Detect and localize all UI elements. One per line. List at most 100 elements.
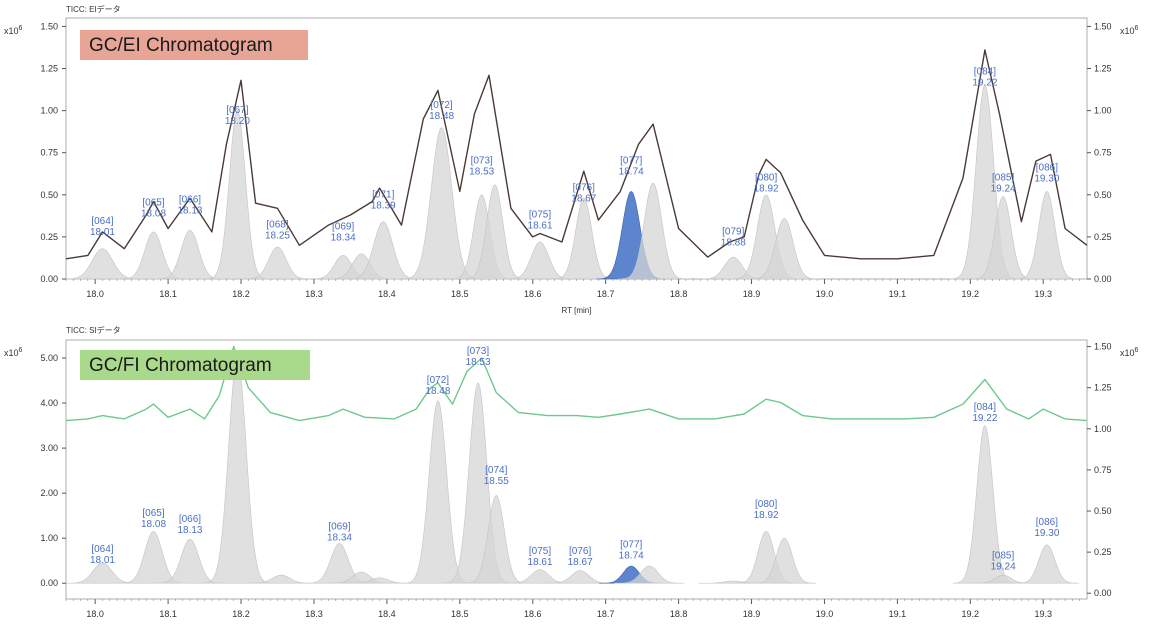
x-tick-label: 18.0 — [86, 609, 104, 619]
y-tick-label: 0.00 — [40, 274, 58, 284]
peak-label-id: [064] — [91, 216, 113, 227]
left-y-axis: 0.00 0.25 0.50 0.75 1.00 1.25 1.50 x106 — [4, 21, 66, 284]
peak-label-id: [075] — [529, 209, 551, 220]
peak-078 — [618, 182, 689, 280]
y-tick-label: 0.25 — [40, 232, 58, 242]
peak-label-rt: 18.74 — [619, 167, 644, 178]
peak-label-id: [072] — [430, 100, 452, 111]
x-tick-label: 19.1 — [889, 289, 907, 299]
x-tick-label: 19.0 — [816, 289, 834, 299]
peak-label-id: [065] — [142, 508, 164, 519]
fi-panel: TICC: SIデータ[064]18.01[065]18.08 [066]18.1… — [4, 325, 1139, 619]
peak-label-rt: 18.92 — [754, 183, 779, 194]
x-tick-label: 18.6 — [524, 609, 542, 619]
x-tick-label: 18.0 — [86, 289, 104, 299]
peak-086 — [1014, 191, 1079, 280]
peak-label-rt: 18.01 — [90, 555, 115, 566]
peak-label-id: [079] — [722, 226, 744, 237]
tic-trace-line — [65, 345, 1088, 422]
peak-label-rt: 18.01 — [90, 227, 115, 238]
peak-label-rt: 19.24 — [991, 183, 1016, 194]
peak-067 — [202, 357, 273, 584]
peak-label-rt: 18.20 — [225, 116, 250, 127]
y-tick-label: 1.00 — [40, 106, 58, 116]
peak-label-id: [069] — [328, 521, 350, 532]
peak-label-rt: 18.67 — [568, 557, 593, 568]
peak-label-id: [086] — [1036, 162, 1058, 173]
peak-064 — [61, 248, 144, 280]
peak-label-rt: 18.13 — [177, 525, 202, 536]
peak-label-rt: 18.08 — [141, 209, 166, 220]
x-tick-label: 18.9 — [743, 289, 761, 299]
x-tick-label: 18.4 — [378, 289, 396, 299]
right-axis-exponent: x106 — [1120, 25, 1139, 36]
peak-label-id: [066] — [179, 514, 201, 525]
peak-label-rt: 18.48 — [429, 111, 454, 122]
peak-label-rt: 18.34 — [331, 232, 356, 243]
peak-label-id: [072] — [427, 375, 449, 386]
x-tick-label: 18.3 — [305, 289, 323, 299]
right-axis-exponent: x106 — [1120, 347, 1139, 358]
x-tick-label: 19.3 — [1034, 609, 1052, 619]
peak-label-rt: 19.22 — [972, 413, 997, 424]
y-tick-label: 4.00 — [40, 398, 58, 408]
peak-label-id: [085] — [992, 172, 1014, 183]
x-axis: 18.0 18.1 18.2 18.3 18.4 18.5 18.6 18.7 18.8 18.9… — [65, 279, 1080, 315]
peak-label-rt: 18.39 — [371, 200, 396, 211]
x-tick-label: 18.2 — [232, 609, 250, 619]
peak-labels: [064]18.01 [065]18.08 [066]18.13 [069]18.34… — [90, 346, 1060, 573]
y-tick-label: 0.00 — [40, 578, 58, 588]
peak-label-id: [077] — [620, 539, 642, 550]
peak-label-rt: 18.61 — [528, 557, 553, 568]
peak-label-id: [076] — [573, 183, 595, 194]
peak-label-id: [076] — [569, 546, 591, 557]
y-tick-label: 1.00 — [1094, 424, 1112, 434]
y-tick-label: 5.00 — [40, 353, 58, 363]
peak-label-rt: 18.25 — [265, 231, 290, 242]
panel-header: TICC: EIデータ — [66, 4, 121, 14]
peak-067 — [205, 110, 270, 280]
y-tick-label: 0.25 — [1094, 232, 1112, 242]
y-tick-label: 0.00 — [1094, 274, 1112, 284]
right-y-axis: 0.00 0.25 0.50 0.75 1.00 1.25 1.50 x106 — [1087, 342, 1139, 598]
peak-081 — [752, 537, 817, 584]
peak-label-id: [065] — [142, 198, 164, 209]
peak-label-rt: 18.13 — [177, 205, 202, 216]
peak-label-rt: 18.88 — [721, 237, 746, 248]
peak-label-rt: 19.30 — [1034, 173, 1059, 184]
y-tick-label: 1.50 — [1094, 21, 1112, 31]
x-tick-label: 18.3 — [305, 609, 323, 619]
x-tick-label: 18.1 — [159, 289, 177, 299]
peak-label-id: [084] — [974, 402, 996, 413]
y-tick-label: 1.25 — [1094, 383, 1112, 393]
peak-labels: [064]18.01 [065]18.08 [066]18.13 [067]18.20… — [90, 66, 1060, 248]
peak-078 — [614, 565, 685, 584]
peak-label-id: [080] — [755, 172, 777, 183]
peak-label-id: [075] — [529, 546, 551, 557]
x-tick-label: 18.1 — [159, 609, 177, 619]
peak-label-id: [084] — [974, 66, 996, 77]
peak-label-id: [068] — [266, 220, 288, 231]
peak-label-rt: 18.34 — [327, 532, 352, 543]
y-tick-label: 0.50 — [40, 190, 58, 200]
peak-label-id: [077] — [620, 156, 642, 167]
y-tick-label: 0.75 — [1094, 148, 1112, 158]
peak-label-rt: 18.55 — [484, 476, 509, 487]
tic-trace-line — [65, 49, 1088, 260]
peak-074 — [464, 495, 529, 584]
x-tick-label: 18.6 — [524, 289, 542, 299]
peak-label-id: [073] — [471, 156, 493, 167]
peak-086 — [1014, 544, 1079, 584]
y-tick-label: 0.00 — [1094, 588, 1112, 598]
x-axis-label: RT [min] — [562, 306, 592, 315]
peak-075 — [505, 241, 575, 280]
peak-areas — [61, 84, 1079, 280]
peak-074 — [462, 184, 527, 280]
x-tick-label: 18.4 — [378, 609, 396, 619]
y-tick-label: 0.25 — [1094, 547, 1112, 557]
peak-label-rt: 19.22 — [972, 77, 997, 88]
peak-label-id: [069] — [332, 221, 354, 232]
peak-064 — [64, 562, 141, 584]
